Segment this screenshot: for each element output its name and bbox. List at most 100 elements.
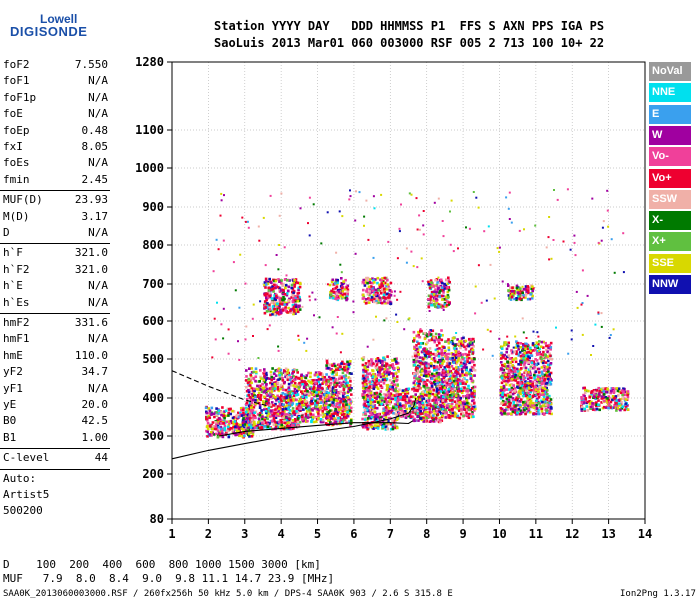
echo-point	[378, 359, 381, 362]
echo-point	[329, 383, 333, 386]
echo-point	[338, 405, 341, 409]
echo-point	[618, 403, 621, 407]
echo-point	[215, 407, 218, 410]
echo-point	[426, 379, 429, 382]
param-row-b1: B1 1.00	[3, 431, 108, 447]
echo-point	[318, 371, 321, 374]
echo-point	[294, 385, 298, 388]
echo-point	[455, 404, 459, 407]
echo-point	[450, 376, 454, 380]
echo-point	[277, 378, 280, 381]
echo-point	[274, 422, 277, 425]
muf-row: MUF 7.9 8.0 8.4 9.0 9.8 11.1 14.7 23.9 […	[3, 572, 335, 585]
echo-point	[461, 387, 465, 390]
echo-point	[524, 346, 528, 349]
echo-point	[391, 363, 394, 366]
echo-point	[312, 413, 315, 417]
echo-point	[524, 394, 528, 398]
echo-point	[273, 412, 276, 415]
echo-point	[331, 410, 335, 414]
echo-point	[465, 355, 469, 358]
echo-point	[361, 363, 365, 367]
echo-point	[362, 387, 366, 390]
echo-point	[471, 374, 474, 377]
echo-point	[273, 309, 277, 313]
param-value: 2.45	[81, 172, 109, 186]
echo-point	[277, 410, 280, 413]
echo-point	[293, 421, 296, 424]
echo-point	[392, 380, 395, 383]
echo-point	[350, 387, 353, 390]
echo-point	[369, 402, 372, 405]
echo-point	[319, 401, 323, 404]
echo-point	[225, 431, 228, 435]
echo-point	[509, 361, 512, 364]
echo-point	[595, 394, 598, 397]
echo-point	[220, 429, 224, 433]
echo-point	[442, 373, 446, 377]
echo-point	[400, 406, 404, 409]
echo-point	[260, 390, 264, 394]
echo-point	[431, 392, 435, 396]
echo-point	[285, 418, 289, 422]
echo-point	[396, 399, 399, 403]
echo-point	[612, 390, 616, 393]
echo-point	[302, 408, 305, 411]
echo-point	[522, 403, 525, 406]
echo-point	[426, 370, 430, 374]
echo-point	[611, 398, 614, 402]
echo-point	[327, 411, 330, 414]
echo-point	[308, 408, 311, 412]
echo-point	[434, 393, 437, 397]
echo-point	[510, 351, 514, 355]
echo-point	[338, 408, 341, 411]
echo-point	[343, 369, 347, 372]
echo-point	[519, 389, 523, 393]
echo-point	[523, 410, 527, 414]
echo-point	[386, 427, 389, 431]
echo-point	[437, 355, 441, 358]
echo-point	[259, 369, 262, 372]
echo-point	[296, 405, 299, 409]
echo-point	[251, 409, 255, 412]
param-value: 1.00	[81, 430, 109, 444]
echo-point	[473, 392, 476, 395]
echo-point	[322, 378, 325, 382]
echo-point	[583, 409, 587, 412]
echo-point	[371, 369, 375, 373]
echo-point	[285, 394, 288, 398]
echo-point	[252, 392, 256, 395]
echo-point	[263, 418, 267, 422]
echo-point	[394, 396, 397, 399]
echo-point	[306, 384, 310, 387]
echo-point	[529, 380, 532, 383]
echo-point	[258, 411, 262, 415]
echo-point	[275, 411, 278, 415]
echo-point	[415, 347, 419, 351]
echo-point	[426, 386, 430, 390]
echo-point	[223, 410, 226, 413]
echo-point	[349, 402, 352, 405]
echo-point	[499, 394, 503, 397]
echo-point	[349, 422, 353, 425]
echo-point	[248, 396, 252, 399]
echo-point	[390, 388, 393, 391]
echo-point	[292, 427, 295, 430]
echo-point	[374, 359, 378, 363]
echo-point	[545, 386, 548, 390]
echo-point	[259, 384, 262, 388]
echo-point	[547, 346, 550, 350]
echo-point	[331, 413, 334, 416]
echo-point	[219, 425, 223, 429]
echo-point	[268, 306, 272, 310]
echo-point	[396, 366, 400, 369]
echo-point	[256, 388, 260, 391]
param-row-fof1: foF1 N/A	[3, 74, 108, 90]
echo-point	[533, 366, 536, 369]
echo-point	[527, 387, 531, 390]
echo-point	[446, 393, 449, 396]
echo-point	[206, 427, 210, 431]
echo-point	[520, 357, 524, 361]
echo-point	[531, 384, 534, 388]
echo-point	[459, 346, 462, 350]
